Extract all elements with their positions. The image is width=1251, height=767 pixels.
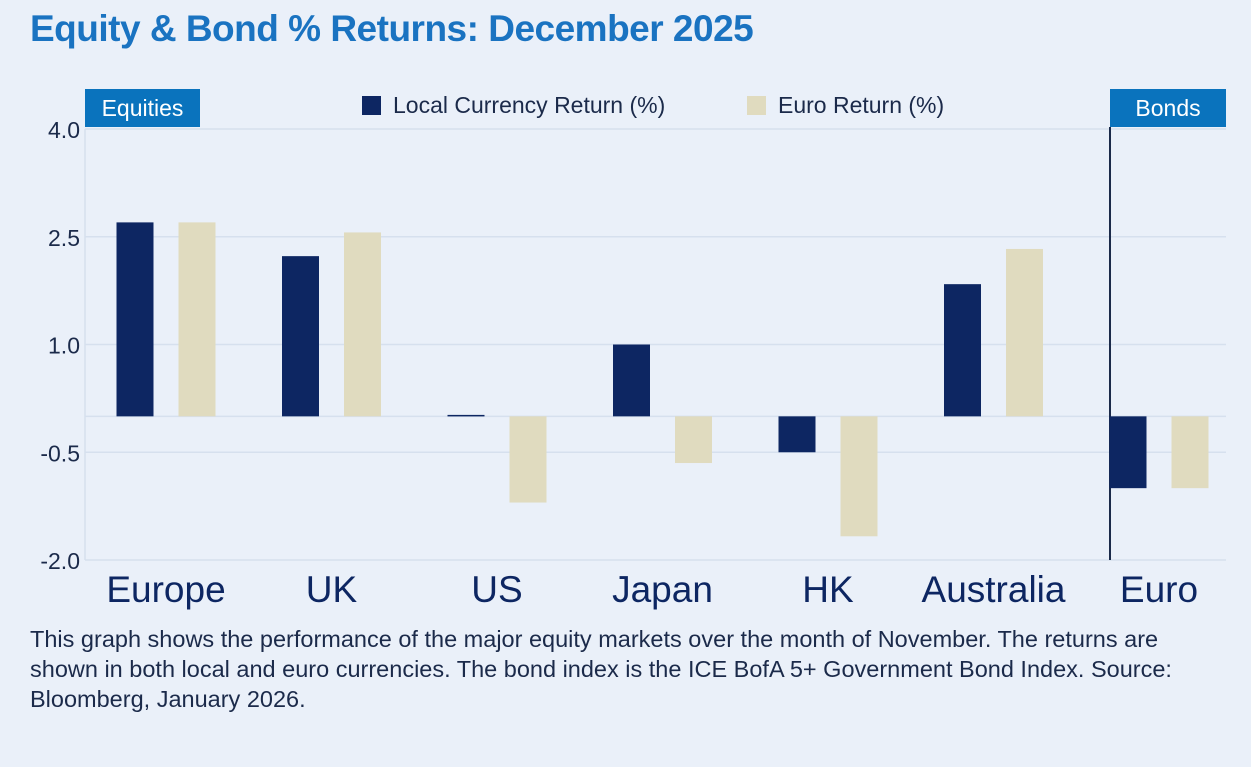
bonds-section-label: Bonds	[1110, 89, 1226, 127]
x-category-label: Europe	[106, 569, 225, 610]
legend-item-euro: Euro Return (%)	[747, 88, 944, 122]
bar-euro-us	[509, 416, 547, 503]
bar-euro-australia	[1006, 248, 1043, 417]
bar-local-europe	[116, 222, 154, 417]
bar-euro-japan	[675, 416, 712, 464]
legend-swatch-local	[362, 95, 381, 115]
chart-caption: This graph shows the performance of the …	[30, 626, 1172, 712]
bar-local-hk	[778, 416, 816, 453]
bar-euro-uk	[344, 232, 381, 417]
legend-item-local: Local Currency Return (%)	[362, 88, 665, 122]
y-tick-label: -0.5	[40, 440, 80, 466]
x-category-label: UK	[306, 569, 358, 610]
x-category-label: Japan	[612, 569, 713, 610]
bar-local-euro	[1109, 416, 1147, 489]
bar-euro-euro	[1171, 416, 1209, 489]
legend-label-local: Local Currency Return (%)	[393, 91, 666, 118]
bar-euro-europe	[178, 222, 216, 417]
x-category-label: HK	[802, 569, 854, 610]
legend-label-euro: Euro Return (%)	[778, 91, 945, 118]
bar-local-us	[447, 414, 485, 417]
y-tick-label: 2.5	[48, 225, 80, 251]
x-category-label: US	[471, 569, 522, 610]
chart-title: Equity & Bond % Returns: December 2025	[30, 8, 754, 49]
y-tick-label: 1.0	[48, 333, 80, 359]
bar-local-australia	[944, 284, 981, 417]
y-tick-label: 4.0	[48, 117, 80, 143]
bar-local-uk	[282, 256, 319, 417]
equities-section-label: Equities	[85, 89, 200, 127]
bar-local-japan	[613, 344, 650, 417]
x-category-label: Euro	[1120, 569, 1198, 610]
bar-euro-hk	[840, 416, 878, 537]
legend-swatch-euro	[747, 95, 766, 115]
x-category-label: Australia	[922, 569, 1066, 610]
y-tick-label: -2.0	[40, 548, 80, 574]
